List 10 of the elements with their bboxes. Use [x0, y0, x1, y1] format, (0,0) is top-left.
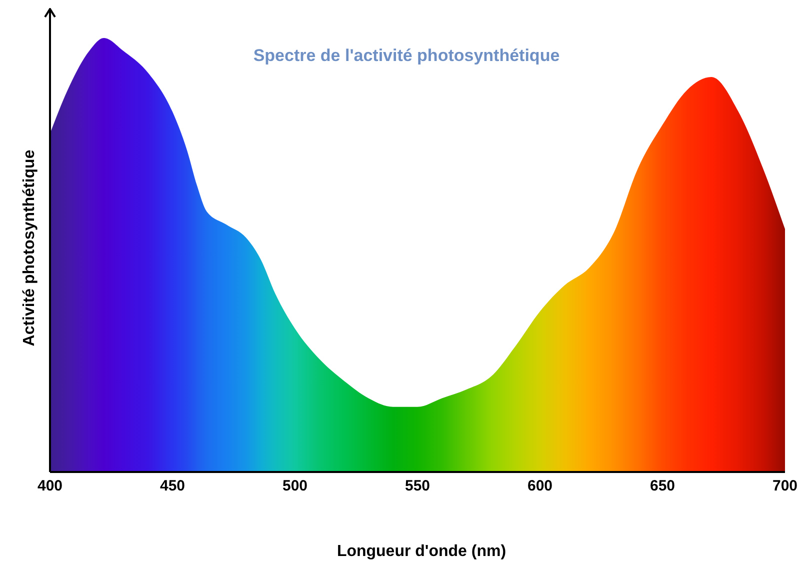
- x-tick-label: 700: [772, 478, 798, 495]
- x-tick-label: 450: [160, 478, 186, 495]
- x-axis-title: Longueur d'onde (nm): [336, 543, 508, 561]
- x-tick-label: 550: [404, 478, 430, 495]
- x-tick-label: 600: [527, 478, 553, 495]
- x-tick-label: 400: [37, 478, 63, 495]
- text: Spectre de l'activité photosynthétique: [252, 46, 561, 66]
- y-axis-title: Activité photosynthétique: [21, 150, 39, 346]
- x-tick-label: 650: [650, 478, 676, 495]
- x-tick-label: 500: [282, 478, 308, 495]
